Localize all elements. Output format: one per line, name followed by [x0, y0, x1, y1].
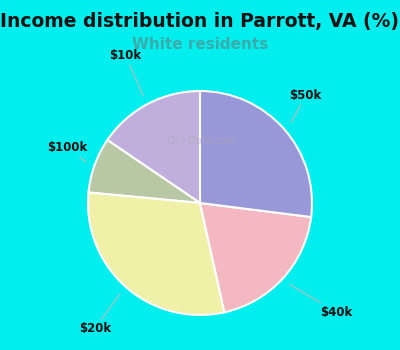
Text: $40k: $40k	[290, 285, 352, 319]
Wedge shape	[88, 193, 224, 315]
Text: White residents: White residents	[132, 37, 268, 52]
Text: $10k: $10k	[110, 49, 143, 96]
Wedge shape	[200, 91, 312, 217]
Text: $20k: $20k	[79, 294, 120, 335]
Text: Income distribution in Parrott, VA (%): Income distribution in Parrott, VA (%)	[0, 12, 400, 31]
Text: City-Data.com: City-Data.com	[166, 136, 236, 146]
Text: $100k: $100k	[47, 141, 88, 162]
Wedge shape	[107, 91, 200, 203]
Text: $50k: $50k	[290, 89, 322, 123]
Wedge shape	[200, 203, 311, 312]
Wedge shape	[88, 140, 200, 203]
